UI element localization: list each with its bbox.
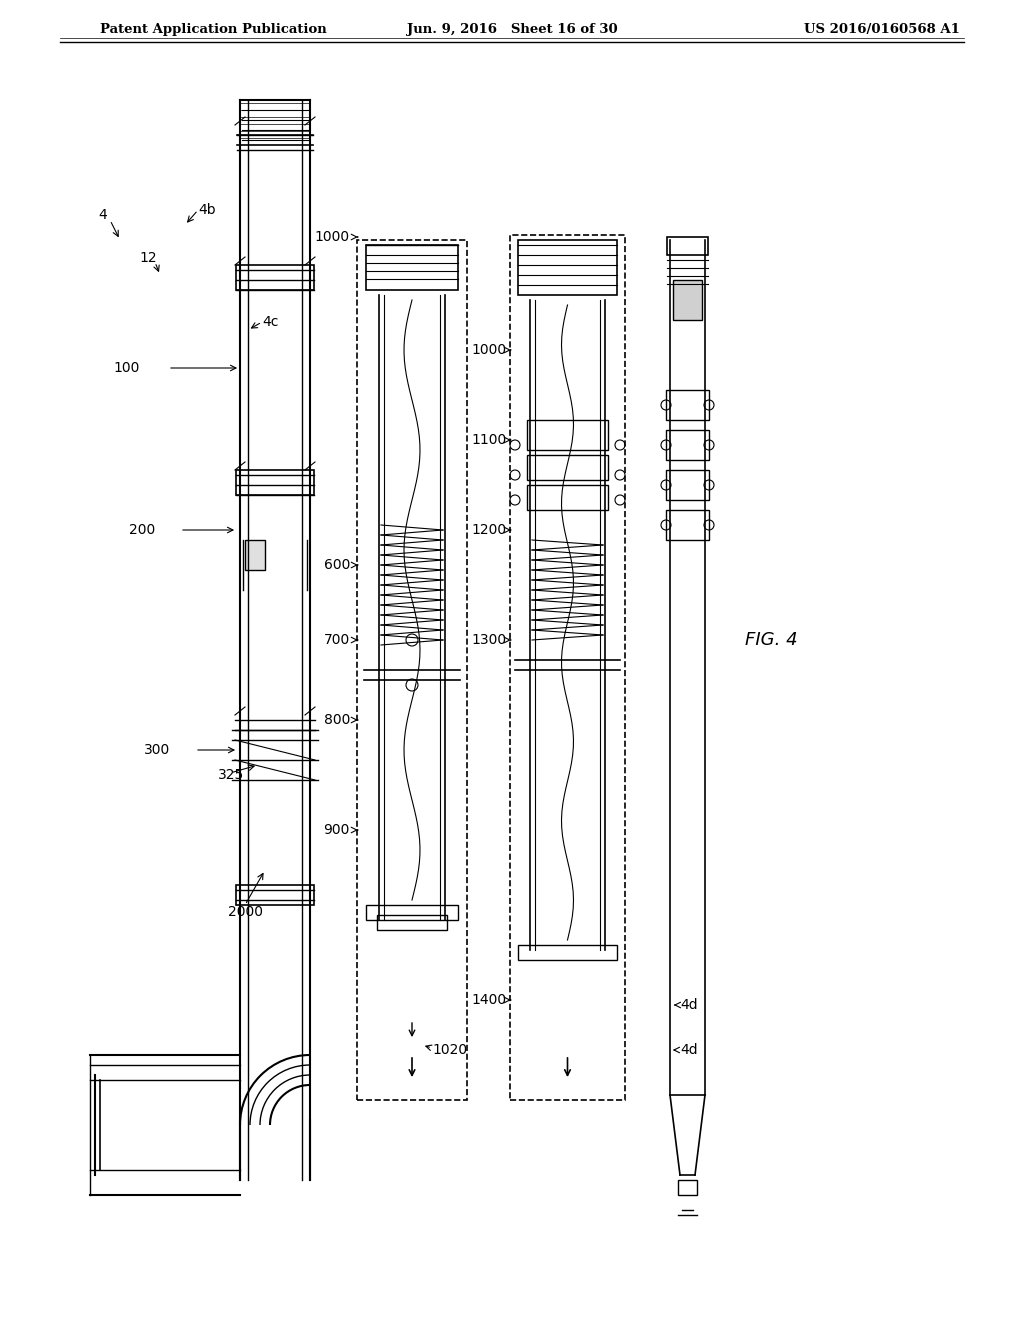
Text: 4d: 4d [680,998,697,1012]
Bar [236,265,314,290]
Bar [678,1180,697,1195]
Bar [236,884,314,906]
Bar [666,389,709,420]
Text: 4c: 4c [262,315,279,329]
Text: 300: 300 [143,743,170,756]
Text: Jun. 9, 2016   Sheet 16 of 30: Jun. 9, 2016 Sheet 16 of 30 [407,24,617,37]
Bar [527,455,608,480]
Text: 1200: 1200 [472,523,507,537]
Text: 1000: 1000 [314,230,350,244]
Bar [510,235,625,1100]
Text: 2000: 2000 [228,906,263,919]
Text: 1000: 1000 [472,343,507,356]
Text: 4b: 4b [198,203,216,216]
Text: 1300: 1300 [472,634,507,647]
Text: 900: 900 [324,822,350,837]
Bar [527,420,608,450]
Text: FIG. 4: FIG. 4 [745,631,798,649]
Bar [667,238,708,255]
Bar [518,945,617,960]
Bar [366,906,458,920]
Bar [666,430,709,459]
Text: 4: 4 [98,209,108,222]
Bar [357,240,467,1100]
Bar [527,484,608,510]
Text: 700: 700 [324,634,350,647]
Bar [666,510,709,540]
Bar [236,470,314,495]
Text: 12: 12 [139,251,157,265]
Text: 200: 200 [129,523,155,537]
Bar [377,915,447,931]
Text: 4d: 4d [680,1043,697,1057]
Text: US 2016/0160568 A1: US 2016/0160568 A1 [804,24,961,37]
Bar [666,470,709,500]
Text: Patent Application Publication: Patent Application Publication [100,24,327,37]
Bar [245,540,265,570]
Bar [366,246,458,290]
Bar [518,240,617,294]
Text: 600: 600 [324,558,350,572]
Text: 325: 325 [218,768,245,781]
Text: 1400: 1400 [472,993,507,1007]
Text: 1020: 1020 [432,1043,467,1057]
Text: 800: 800 [324,713,350,727]
Text: 100: 100 [114,360,140,375]
Bar [673,280,702,319]
Text: 1100: 1100 [472,433,507,447]
